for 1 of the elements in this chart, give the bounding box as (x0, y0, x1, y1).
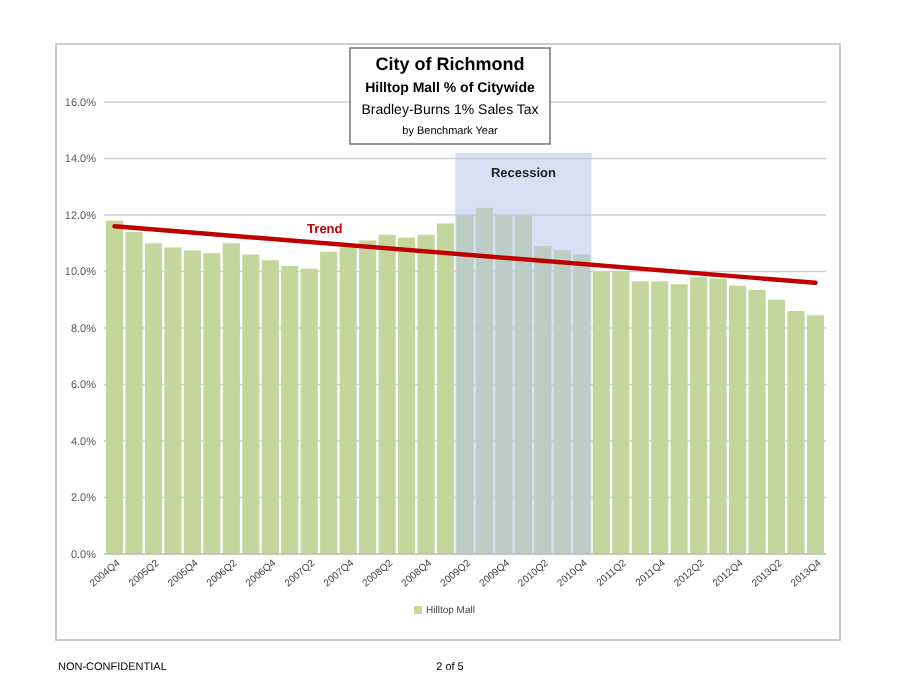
chart-title: City of Richmond (375, 54, 525, 74)
